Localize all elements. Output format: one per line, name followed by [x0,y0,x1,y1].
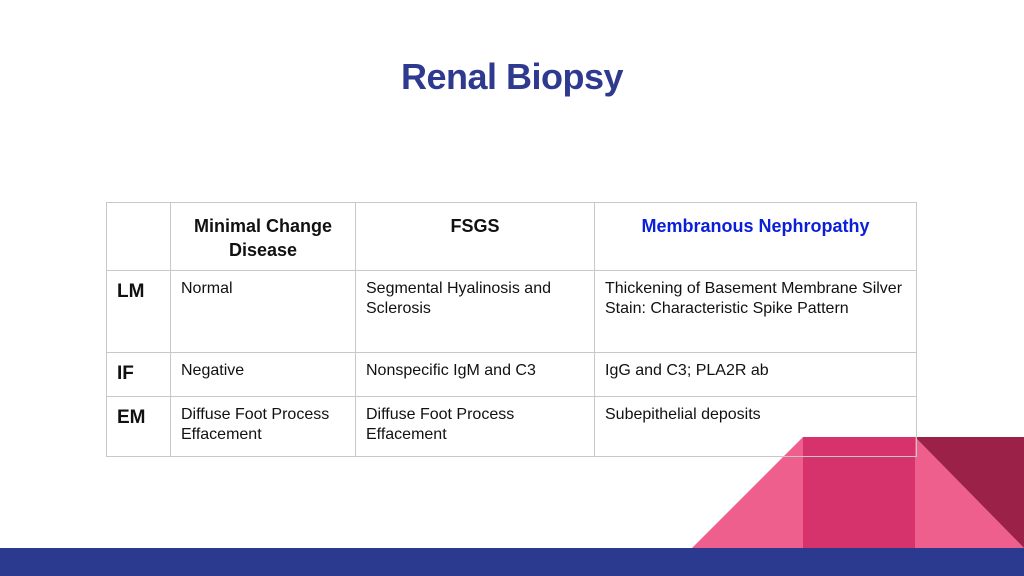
table-cell: Nonspecific IgM and C3 [355,352,595,397]
table-row: IF Negative Nonspecific IgM and C3 IgG a… [106,352,917,397]
column-header-membranous: Membranous Nephropathy [594,202,917,271]
table-row: LM Normal Segmental Hyalinosis and Scler… [106,270,917,353]
table-cell: Thickening of Basement Membrane Silver S… [594,270,917,353]
row-header-if: IF [106,352,171,397]
column-header-mcd: Minimal Change Disease [170,202,356,271]
slide-title: Renal Biopsy [400,56,624,97]
biopsy-table: Minimal Change Disease FSGS Membranous N… [106,202,917,457]
table-cell: Diffuse Foot Process Effacement [170,396,356,457]
table-cell: Normal [170,270,356,353]
table-row: EM Diffuse Foot Process Effacement Diffu… [106,396,917,457]
table-header-row: Minimal Change Disease FSGS Membranous N… [106,202,917,271]
table-cell: Subepithelial deposits [594,396,917,457]
row-header-em: EM [106,396,171,457]
table-cell: Negative [170,352,356,397]
column-header-fsgs: FSGS [355,202,595,271]
pink-light-triangle-right [915,437,1024,548]
maroon-triangle [915,437,1024,548]
footer-bar [0,548,1024,576]
row-header-lm: LM [106,270,171,353]
table-cell: Segmental Hyalinosis and Sclerosis [355,270,595,353]
corner-cell [106,202,171,271]
table-cell: Diffuse Foot Process Effacement [355,396,595,457]
table-cell: IgG and C3; PLA2R ab [594,352,917,397]
